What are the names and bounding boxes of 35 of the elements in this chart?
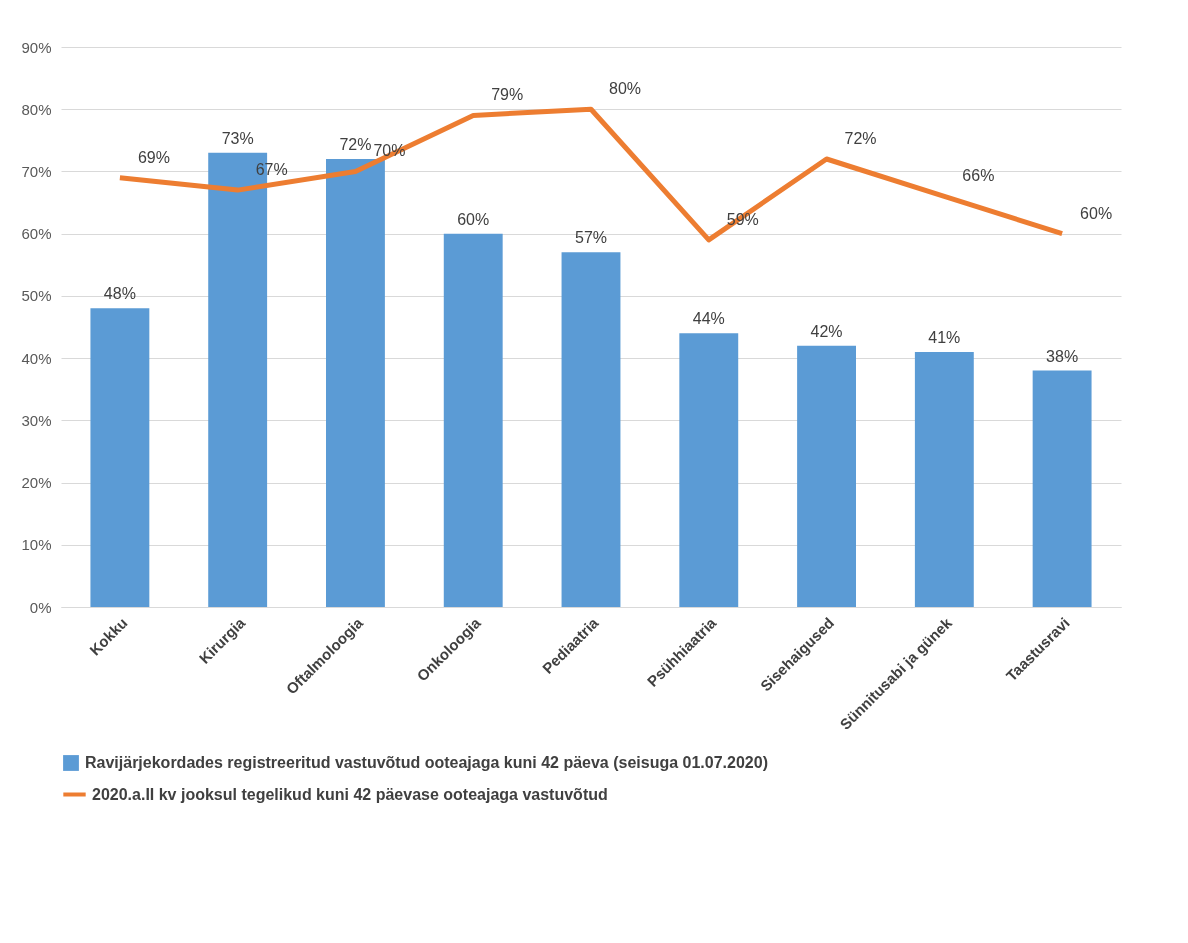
data-label: 79%: [491, 86, 524, 104]
y-tick-label: 10%: [21, 536, 52, 554]
data-label: 66%: [962, 167, 995, 185]
data-label: 60%: [457, 210, 490, 228]
y-tick-label: 50%: [21, 287, 52, 305]
legend-label: 2020.a.II kv jooksul tegelikud kuni 42 päevase ooteajaga vastuvõtud: [92, 785, 608, 803]
data-label: 38%: [1046, 347, 1079, 365]
data-label: 48%: [103, 285, 136, 303]
bar: [561, 252, 621, 607]
y-tick-label: 40%: [21, 349, 52, 367]
y-tick-label: 60%: [21, 225, 52, 243]
bar: [797, 345, 856, 607]
y-tick-label: 0%: [29, 598, 52, 616]
bar: [1032, 370, 1092, 607]
bar: [443, 233, 503, 607]
y-tick-label: 90%: [21, 38, 52, 56]
data-label: 41%: [928, 328, 961, 346]
data-label: 72%: [844, 130, 877, 147]
y-tick-label: 70%: [21, 162, 52, 180]
legend-label: Ravijärjekordades registreeritud vastuvõtud ooteajaga kuni 42 päeva (seisuga 01.07.2020): [85, 754, 768, 771]
bar: [90, 308, 150, 607]
y-tick-label: 30%: [21, 411, 52, 429]
bar: [914, 351, 974, 607]
data-label: 80%: [609, 80, 642, 98]
data-label: 57%: [574, 229, 608, 247]
data-label: 69%: [137, 148, 170, 166]
data-label: 42%: [810, 322, 843, 340]
y-tick-label: 80%: [21, 100, 52, 118]
data-label: 72%: [339, 136, 372, 153]
data-label: 44%: [692, 310, 725, 328]
y-tick-label: 20%: [21, 474, 52, 492]
bar: [326, 159, 385, 607]
data-label: 60%: [1080, 204, 1113, 222]
bar: [679, 333, 739, 607]
data-label: 73%: [221, 129, 254, 147]
